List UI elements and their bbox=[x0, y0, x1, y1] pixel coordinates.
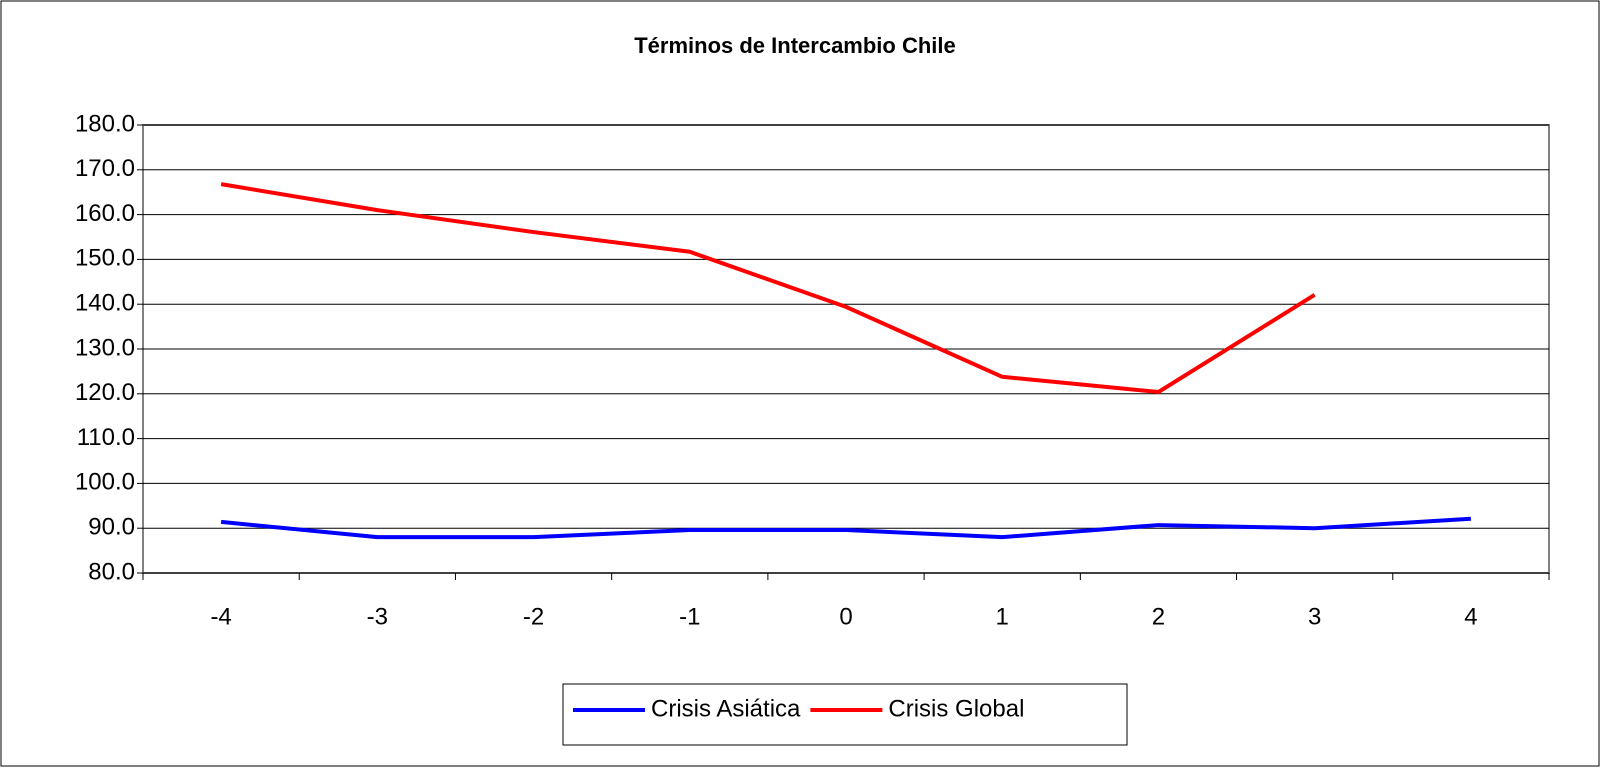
legend-label: Crisis Asiática bbox=[651, 695, 801, 722]
legend-label: Crisis Global bbox=[888, 695, 1024, 722]
x-tick-label: -2 bbox=[523, 603, 544, 630]
x-tick-label: -4 bbox=[210, 603, 231, 630]
x-tick-label: 4 bbox=[1464, 603, 1477, 630]
y-tick-label: 90.0 bbox=[88, 514, 135, 541]
y-tick-label: 100.0 bbox=[75, 469, 135, 496]
y-tick-label: 80.0 bbox=[88, 558, 135, 585]
y-tick-label: 180.0 bbox=[75, 110, 135, 137]
y-tick-label: 130.0 bbox=[75, 334, 135, 361]
series-line bbox=[220, 516, 1472, 540]
legend-box bbox=[562, 683, 1128, 746]
x-tick-label: -1 bbox=[679, 603, 700, 630]
x-tick-label: -3 bbox=[367, 603, 388, 630]
y-tick-label: 140.0 bbox=[75, 290, 135, 317]
x-tick-label: 1 bbox=[996, 603, 1009, 630]
x-tick-label: 2 bbox=[1152, 603, 1165, 630]
y-tick-label: 170.0 bbox=[75, 155, 135, 182]
chart-title: Términos de Intercambio Chile bbox=[634, 33, 956, 58]
series-line bbox=[220, 182, 1316, 395]
x-tick-label: 3 bbox=[1308, 603, 1321, 630]
y-tick-label: 160.0 bbox=[75, 200, 135, 227]
y-tick-label: 120.0 bbox=[75, 379, 135, 406]
y-tick-label: 110.0 bbox=[77, 424, 135, 451]
y-tick-label: 150.0 bbox=[75, 245, 135, 272]
x-tick-label: 0 bbox=[839, 603, 852, 630]
